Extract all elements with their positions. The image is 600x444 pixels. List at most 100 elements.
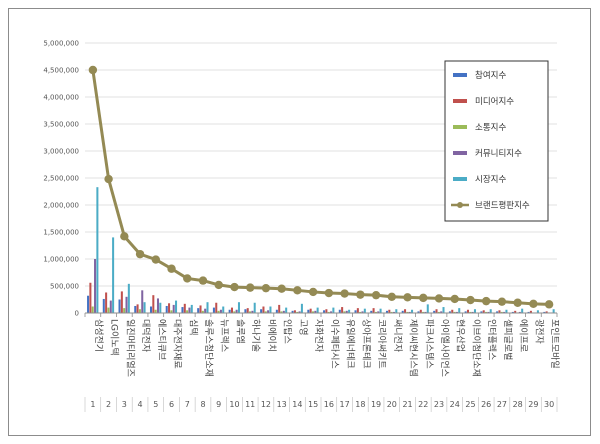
bar-참여지수: [511, 311, 514, 313]
category-index: 9: [216, 400, 221, 409]
category-label: 파크시스템스: [423, 319, 435, 369]
bar-미디어지수: [451, 309, 454, 313]
bar-참여지수: [385, 310, 389, 313]
bar-소통지수: [453, 311, 456, 313]
bar-미디어지수: [356, 308, 359, 313]
legend-swatch: [453, 177, 467, 181]
line-point: [497, 297, 507, 306]
line-point: [230, 282, 239, 292]
bar-참여지수: [275, 309, 278, 313]
bar-미디어지수: [325, 309, 328, 313]
bar-소통지수: [500, 311, 503, 313]
line-point: [183, 274, 192, 283]
bar-미디어지수: [215, 302, 218, 313]
category-label: 이브이첨단소재: [470, 319, 481, 377]
line-point: [120, 232, 129, 241]
bar-커뮤니티지수: [282, 310, 285, 313]
bar-미디어지수: [466, 309, 470, 313]
category-label: 써니전자: [392, 319, 403, 353]
bar-참여지수: [417, 311, 420, 313]
line-point: [135, 249, 145, 259]
line-point: [198, 276, 208, 285]
bar-참여지수: [181, 307, 184, 313]
line-point: [324, 288, 334, 298]
bar-커뮤니티지수: [455, 311, 458, 313]
bar-커뮤니티지수: [345, 310, 348, 313]
bar-미디어지수: [404, 309, 407, 313]
category-label: 현우산업: [455, 319, 466, 352]
line-point: [293, 286, 302, 295]
bar-참여지수: [244, 309, 247, 313]
category-index: 8: [200, 400, 205, 409]
y-tick-label: 2,500,000: [43, 175, 79, 183]
line-point: [104, 174, 113, 184]
bar-커뮤니티지수: [141, 290, 144, 313]
y-tick-label: 3,500,000: [43, 121, 79, 129]
bar-참여지수: [165, 305, 168, 313]
bar-소통지수: [91, 306, 94, 313]
category-label: 심텍: [187, 319, 198, 336]
line-point: [544, 300, 554, 309]
line-point: [529, 299, 538, 309]
bar-소통지수: [201, 310, 204, 313]
bar-참여지수: [149, 306, 153, 313]
bar-미디어지수: [498, 310, 501, 313]
y-tick-label: 4,500,000: [43, 67, 79, 75]
bar-시장지수: [473, 309, 476, 313]
legend-label: 브랜드평판지수: [475, 200, 530, 211]
legend-label: 미디어지수: [475, 96, 514, 107]
category-label: LG이노텍: [109, 319, 120, 356]
legend-swatch: [453, 125, 467, 129]
category-index: 26: [481, 400, 491, 409]
bar-참여지수: [260, 309, 263, 313]
category-label: 고영: [297, 319, 308, 336]
bar-시장지수: [300, 303, 303, 313]
bar-커뮤니티지수: [408, 311, 411, 313]
bar-커뮤니티지수: [314, 310, 317, 313]
legend-swatch: [453, 73, 467, 77]
bar-소통지수: [343, 311, 346, 313]
category-label: 유일에너테크: [345, 319, 356, 369]
category-label: 광전자: [533, 319, 545, 345]
bar-참여지수: [464, 311, 467, 313]
bar-소통지수: [311, 311, 314, 313]
bar-커뮤니티지수: [471, 311, 474, 313]
line-point: [513, 298, 522, 307]
bar-소통지수: [422, 311, 425, 313]
category-index: 2: [106, 400, 111, 409]
y-axis: 0 500,000 1,000,000 1,500,000 2,000,000 2,500…: [43, 40, 79, 318]
category-label: 아이엘사이언스: [439, 319, 451, 377]
category-index: 13: [277, 400, 287, 409]
bar-미디어지수: [152, 295, 155, 313]
category-index: 23: [434, 400, 444, 409]
bar-소통지수: [280, 311, 283, 313]
bar-커뮤니티지수: [188, 307, 191, 313]
bar-미디어지수: [278, 304, 281, 313]
category-index: 28: [513, 400, 523, 409]
bar-커뮤니티지수: [518, 311, 521, 313]
bar-미디어지수: [230, 307, 234, 313]
bar-시장지수: [332, 307, 335, 313]
category-index: 21: [402, 400, 412, 409]
bar-소통지수: [249, 311, 252, 313]
bar-시장지수: [411, 309, 414, 313]
bar-미디어지수: [419, 309, 422, 313]
bar-시장지수: [536, 310, 539, 313]
bar-미디어지수: [545, 311, 548, 313]
category-index: 25: [465, 400, 475, 409]
bar-series: [87, 187, 555, 313]
bar-소통지수: [217, 310, 220, 313]
y-tick-label: 5,000,000: [43, 40, 79, 48]
bar-참여지수: [134, 305, 137, 313]
bar-미디어지수: [309, 308, 312, 313]
bar-참여지수: [370, 310, 373, 313]
bar-시장지수: [237, 302, 240, 313]
bar-시장지수: [379, 308, 382, 313]
bar-시장지수: [206, 302, 209, 313]
bar-소통지수: [264, 311, 267, 313]
category-index: 11: [245, 400, 255, 409]
category-label: 상아프론테크: [360, 319, 371, 369]
bar-소통지수: [437, 311, 440, 313]
bar-시장지수: [222, 306, 225, 313]
bar-커뮤니티지수: [235, 309, 238, 313]
